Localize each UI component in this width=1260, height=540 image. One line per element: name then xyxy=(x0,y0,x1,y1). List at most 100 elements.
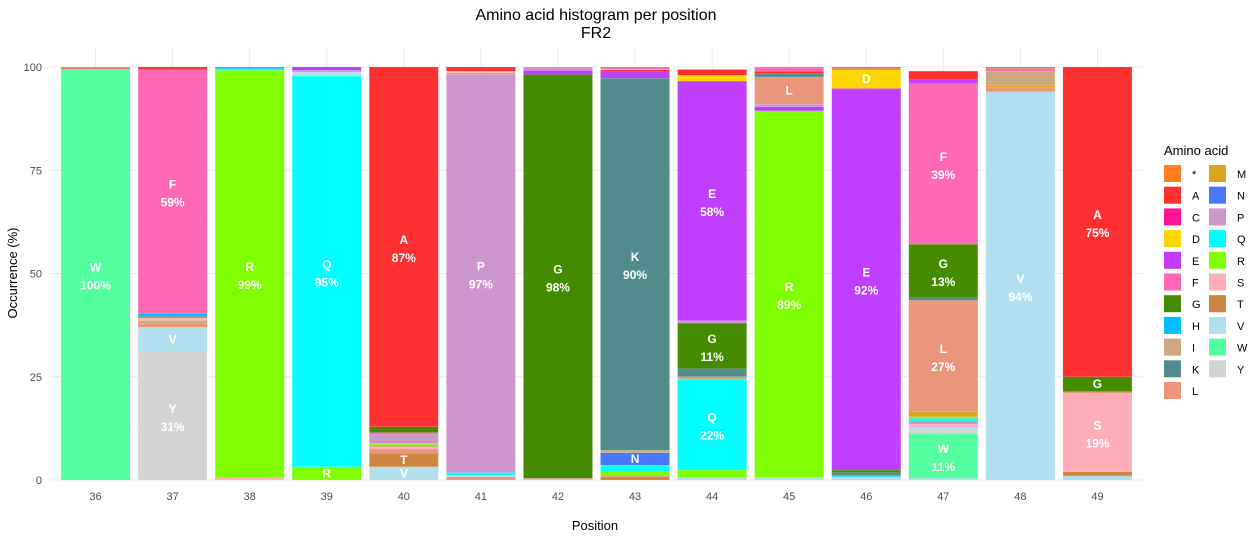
bar-segment-L xyxy=(446,477,515,480)
legend-swatch-N xyxy=(1209,187,1226,204)
bar-segment-F xyxy=(601,67,670,69)
bar-segment-I xyxy=(369,445,438,447)
segment-label-letter: E xyxy=(862,265,870,279)
gridlines xyxy=(50,47,1143,480)
segment-label-letter: T xyxy=(400,453,408,467)
segment-label-letter: N xyxy=(631,452,640,466)
segment-label-letter: R xyxy=(785,280,794,294)
legend-title: Amino acid xyxy=(1164,143,1228,158)
x-tick-label: 41 xyxy=(475,491,487,503)
bar-segment-G xyxy=(369,427,438,433)
segment-label-percent: 59% xyxy=(161,195,185,209)
bar-segment-T xyxy=(832,67,901,69)
segment-label-letter: Q xyxy=(322,257,331,271)
segment-label-letter: W xyxy=(90,260,102,274)
segment-label-letter: R xyxy=(322,466,331,480)
bar-segment-R xyxy=(369,443,438,445)
x-tick-label: 40 xyxy=(398,491,410,503)
bar-segment-L xyxy=(986,88,1055,92)
bar-segment-S xyxy=(446,71,515,73)
bar-segment-F xyxy=(755,67,824,71)
chart-subtitle: FR2 xyxy=(581,25,611,42)
x-tick-label: 45 xyxy=(783,491,795,503)
legend-label: N xyxy=(1237,191,1245,203)
bar-segment-T xyxy=(986,67,1055,69)
legend-label: T xyxy=(1237,299,1244,311)
segment-label-letter: K xyxy=(631,250,640,264)
segment-label-letter: P xyxy=(477,260,485,274)
bar-segment-V xyxy=(446,475,515,477)
segment-label-letter: V xyxy=(400,466,408,480)
bar-segment-A xyxy=(909,71,978,79)
legend-swatch-Q xyxy=(1209,230,1226,247)
legend-label: M xyxy=(1237,169,1246,181)
bar-segment-V xyxy=(755,478,824,480)
bar-segment-V xyxy=(678,478,747,480)
y-tick-label: 50 xyxy=(30,269,42,281)
segment-label-letter: F xyxy=(169,177,176,191)
legend-label: D xyxy=(1192,234,1200,246)
legend-swatch-L xyxy=(1164,382,1181,399)
x-axis-label: Position xyxy=(572,518,618,533)
bar-segment-A xyxy=(601,70,670,72)
segment-label-letter: G xyxy=(939,257,948,271)
x-tick-label: 42 xyxy=(552,491,564,503)
legend-label: K xyxy=(1192,364,1200,376)
bar-segment-P xyxy=(369,434,438,443)
bar-segment-L xyxy=(1063,392,1132,394)
legend-swatch-R xyxy=(1209,252,1226,269)
y-tick-label: 75 xyxy=(30,165,42,177)
segment-label-letter: R xyxy=(245,260,254,274)
legend-label: Y xyxy=(1237,364,1245,376)
bar-segment-P xyxy=(755,104,824,106)
bar-segment-E xyxy=(909,79,978,83)
bar-segment-H xyxy=(832,475,901,477)
bar-segment-D xyxy=(678,75,747,81)
bar-segment-P xyxy=(909,421,978,424)
bar-segment-F xyxy=(986,69,1055,71)
bar-segment-V xyxy=(292,72,361,76)
x-tick-label: 49 xyxy=(1091,491,1103,503)
segment-label-letter: Y xyxy=(169,402,177,416)
segment-label-percent: 39% xyxy=(931,168,955,182)
bar-segment-T xyxy=(138,316,207,318)
segment-label-percent: 89% xyxy=(777,298,801,312)
legend-swatch-A xyxy=(1164,187,1181,204)
bar-segment-A xyxy=(755,71,824,73)
x-tick-label: 46 xyxy=(860,491,872,503)
bar-segment-V xyxy=(832,477,901,480)
segment-label-percent: 19% xyxy=(1085,437,1109,451)
bar-segment-V xyxy=(1063,476,1132,480)
x-tick-label: 38 xyxy=(244,491,256,503)
legend-swatch-I xyxy=(1164,339,1181,356)
legend-label: P xyxy=(1237,212,1244,224)
bar-segment-R xyxy=(909,417,978,419)
segment-label-percent: 98% xyxy=(546,280,570,294)
legend-swatch-V xyxy=(1209,317,1226,334)
segment-label-percent: 95% xyxy=(315,275,339,289)
legend-swatch-P xyxy=(1209,208,1226,225)
legend-swatch-stop xyxy=(1164,165,1181,182)
bar-segment-F xyxy=(369,433,438,435)
segment-label-letter: E xyxy=(708,187,716,201)
bar-segment-V xyxy=(909,478,978,480)
segment-label-percent: 99% xyxy=(238,278,262,292)
y-tick-label: 0 xyxy=(36,475,42,487)
x-tick-label: 39 xyxy=(321,491,333,503)
segment-label-letter: A xyxy=(399,233,408,247)
legend-swatch-D xyxy=(1164,230,1181,247)
legend-swatch-S xyxy=(1209,274,1226,291)
bar-segment-A xyxy=(678,69,747,75)
legend-swatch-H xyxy=(1164,317,1181,334)
segment-label-percent: 31% xyxy=(161,420,185,434)
bar-segment-P xyxy=(523,67,592,70)
bar-segment-Q xyxy=(215,69,284,71)
legend-swatch-K xyxy=(1164,360,1181,377)
bar-segment-A xyxy=(446,67,515,71)
legend-label: C xyxy=(1192,212,1200,224)
legend-swatch-C xyxy=(1164,208,1181,225)
segment-label-letter: G xyxy=(553,262,562,276)
bar-segment-E xyxy=(523,70,592,74)
y-axis-label: Occurrence (%) xyxy=(5,227,20,318)
